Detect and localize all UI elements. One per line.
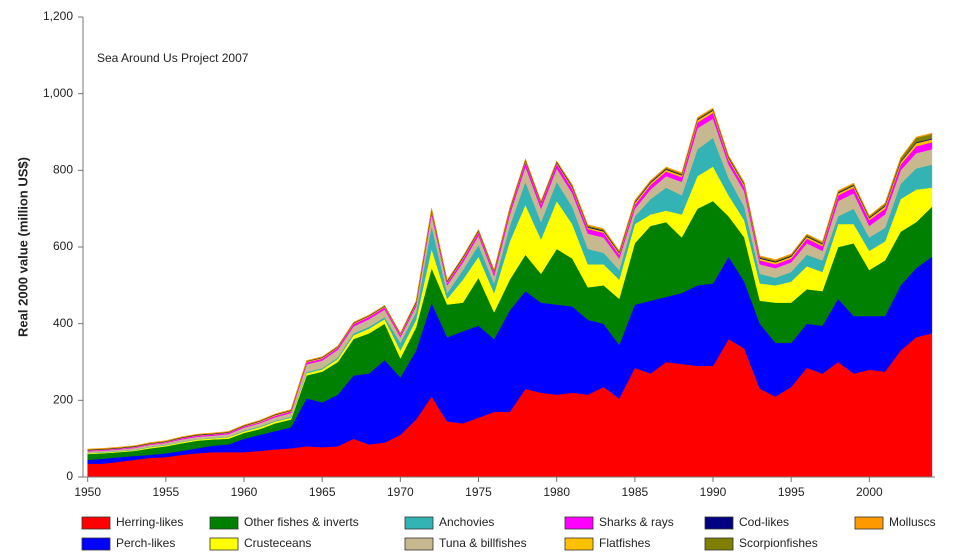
y-tick-label: 0 (66, 469, 73, 483)
legend-swatch (564, 516, 594, 530)
area (87, 107, 933, 450)
x-tick-label: 1950 (74, 485, 101, 499)
legend-swatch (404, 537, 434, 551)
legend-label: Scorpionfishes (739, 536, 818, 550)
legend-label: Tuna & billfishes (439, 536, 527, 550)
legend-label: Other fishes & inverts (244, 515, 359, 529)
legend-swatch (81, 537, 111, 551)
x-tick-label: 1995 (778, 485, 805, 499)
y-tick-label: 800 (53, 163, 73, 177)
x-tick-label: 1980 (543, 485, 570, 499)
x-tick-label: 1990 (700, 485, 727, 499)
legend-label: Anchovies (439, 515, 494, 529)
x-tick-label: 1960 (231, 485, 258, 499)
legend-label: Herring-likes (116, 515, 183, 529)
legend-label: Sharks & rays (599, 515, 674, 529)
legend-swatch (404, 516, 434, 530)
legend-label: Cod-likes (739, 515, 789, 529)
x-tick-label: 1985 (621, 485, 648, 499)
legend-swatch (854, 516, 884, 530)
annotation: Sea Around Us Project 2007 (97, 51, 249, 65)
x-tick-label: 1965 (309, 485, 336, 499)
legend-swatch (81, 516, 111, 530)
legend-swatch (704, 537, 734, 551)
y-axis-label: Real 2000 value (million US$) (15, 157, 30, 337)
x-tick-label: 1975 (465, 485, 492, 499)
y-tick-label: 1,000 (43, 86, 73, 100)
legend-swatch (209, 537, 239, 551)
y-tick-label: 1,200 (43, 9, 73, 23)
legend-label: Molluscs (889, 515, 936, 529)
legend-label: Perch-likes (116, 536, 175, 550)
legend-swatch (209, 516, 239, 530)
y-tick-label: 600 (53, 239, 73, 253)
legend-swatch (704, 516, 734, 530)
x-tick-label: 2000 (856, 485, 883, 499)
legend-label: Crusteceans (244, 536, 311, 550)
y-tick-label: 200 (53, 393, 73, 407)
legend-swatch (564, 537, 594, 551)
legend-label: Flatfishes (599, 536, 650, 550)
x-tick-label: 1970 (387, 485, 414, 499)
x-tick-label: 1955 (153, 485, 180, 499)
y-tick-label: 400 (53, 316, 73, 330)
